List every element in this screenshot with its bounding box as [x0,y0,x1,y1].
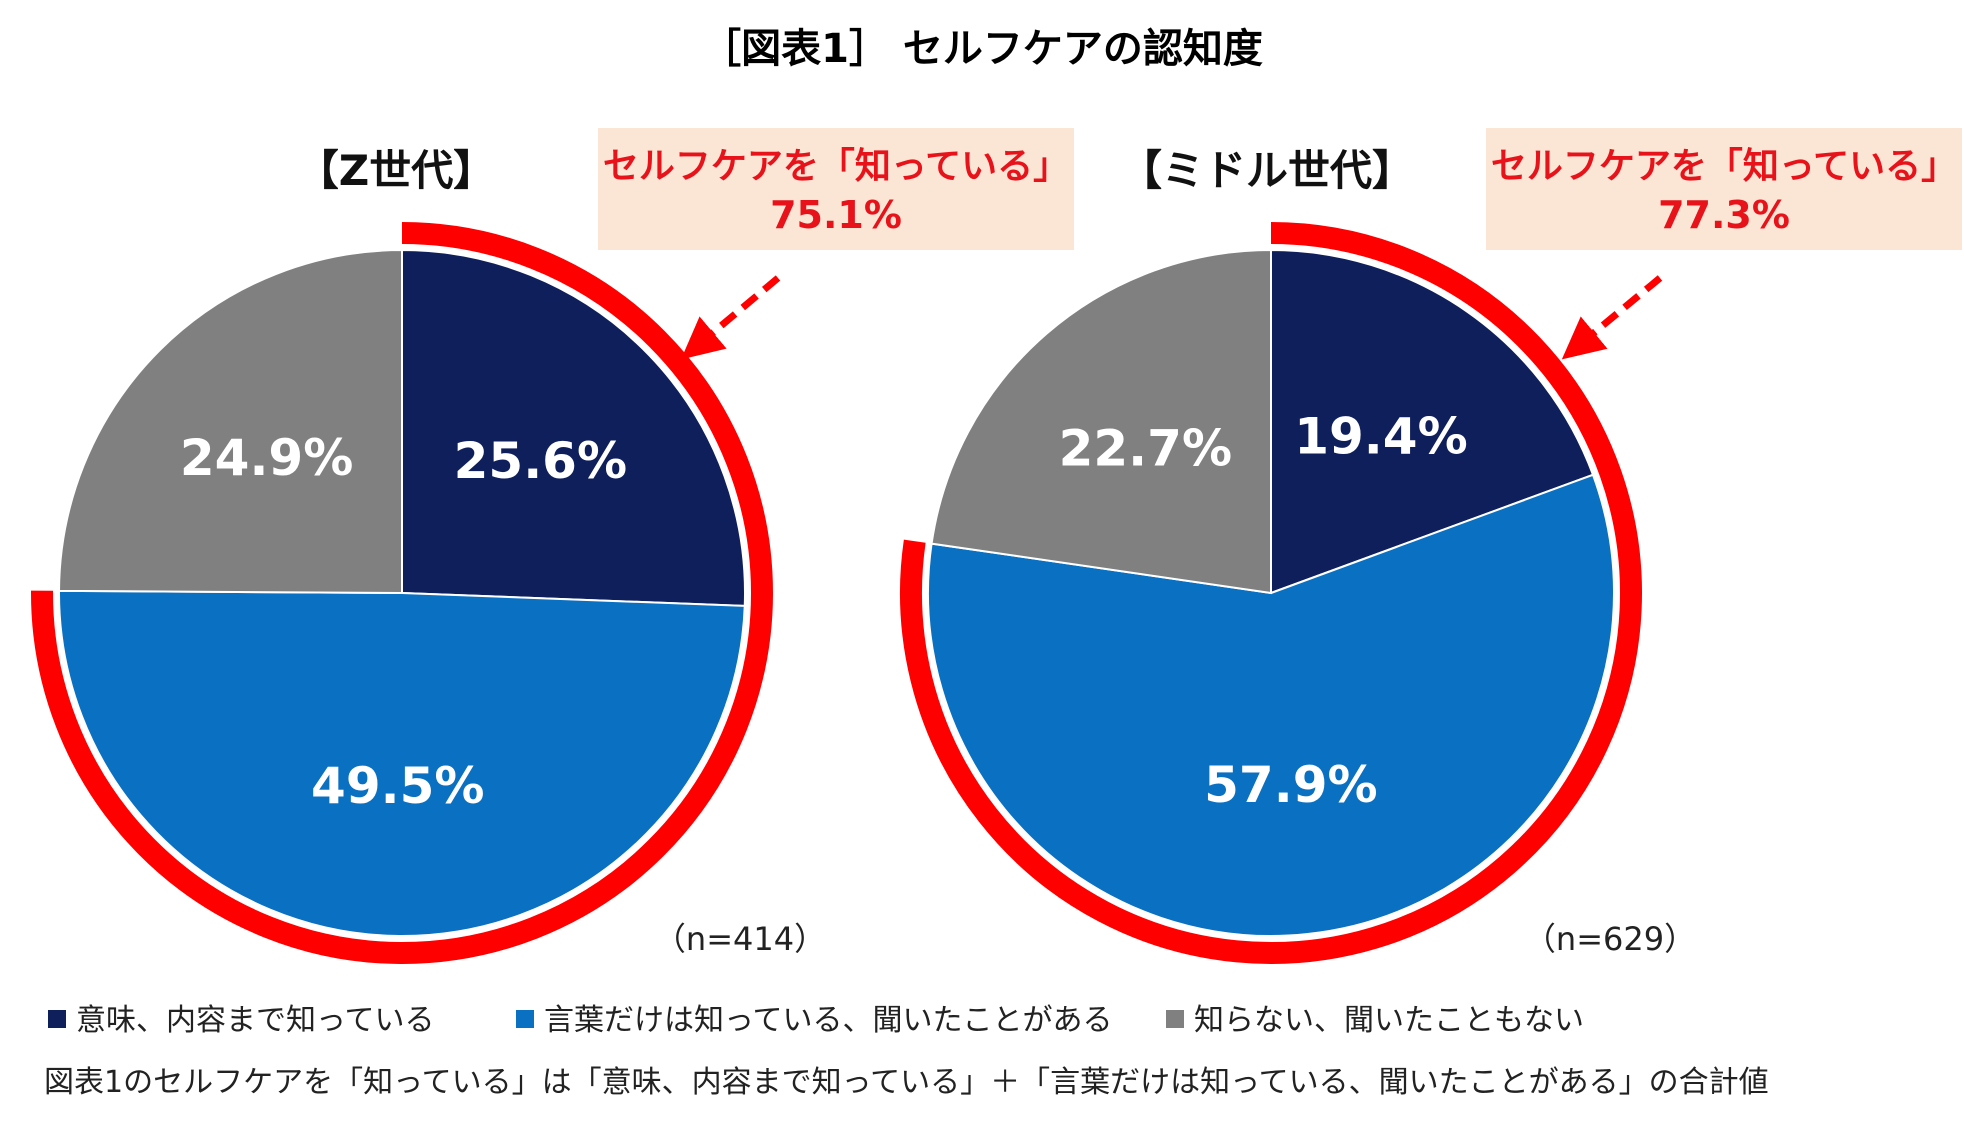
legend: 意味、内容まで知っている 言葉だけは知っている、聞いたことがある 知らない、聞い… [48,1003,1584,1038]
slice-label-1-1: 57.9% [1204,756,1377,814]
known-ring-1 [900,222,1642,964]
slice-label-0-0: 25.6% [454,432,627,490]
slice-label-0-1: 49.5% [311,757,484,815]
callout-line1-0: セルフケアを「知っている」 [603,146,1069,187]
callout-arrow-1 [1561,275,1663,360]
slice-label-1-2: 22.7% [1059,420,1232,478]
chart-title: ［図表1］ セルフケアの認知度 [701,26,1263,72]
callout-arrow-0 [680,275,781,360]
pie-slice-0-0 [401,248,746,607]
pie-title-0: 【Z世代】 [297,146,495,195]
callout-line2-1: 77.3% [1658,193,1790,237]
sample-size-label-1: （n=629） [1524,920,1696,958]
legend-swatch-0 [48,1010,66,1028]
legend-label-1: 言葉だけは知っている、聞いたことがある [544,1003,1113,1038]
pie-slice-0-2 [57,248,403,595]
legend-swatch-1 [516,1010,534,1028]
pie-group-1: 19.4% 57.9% 22.7% 【ミドル世代】 セルフケアを「知っている」 77.3%… [900,128,1962,964]
pie-group-0: 25.6% 49.5% 24.9% 【Z世代】 セルフケアを「知っている」 75.1% （n… [31,128,1074,964]
slice-label-0-2: 24.9% [180,429,353,487]
legend-swatch-2 [1166,1010,1184,1028]
callout-box-0 [598,128,1074,250]
callout-line2-0: 75.1% [770,193,902,237]
pie-slice-1-2 [930,248,1272,595]
slice-label-1-0: 19.4% [1294,408,1467,466]
pie-slice-0-1 [58,589,746,937]
pie-slice-1-0 [1270,248,1595,595]
legend-label-2: 知らない、聞いたこともない [1194,1003,1584,1038]
footnote: 図表1のセルフケアを「知っている」は「意味、内容まで知っている」＋「言葉だけは知… [44,1065,1769,1100]
callout-line1-1: セルフケアを「知っている」 [1491,146,1957,187]
pie-slice-1-1 [927,473,1615,937]
known-ring-0 [31,222,773,964]
callout-box-1 [1486,128,1962,250]
legend-label-0: 意味、内容まで知っている [76,1003,435,1038]
pie-title-1: 【ミドル世代】 [1120,146,1414,195]
sample-size-label-0: （n=414） [654,920,826,958]
